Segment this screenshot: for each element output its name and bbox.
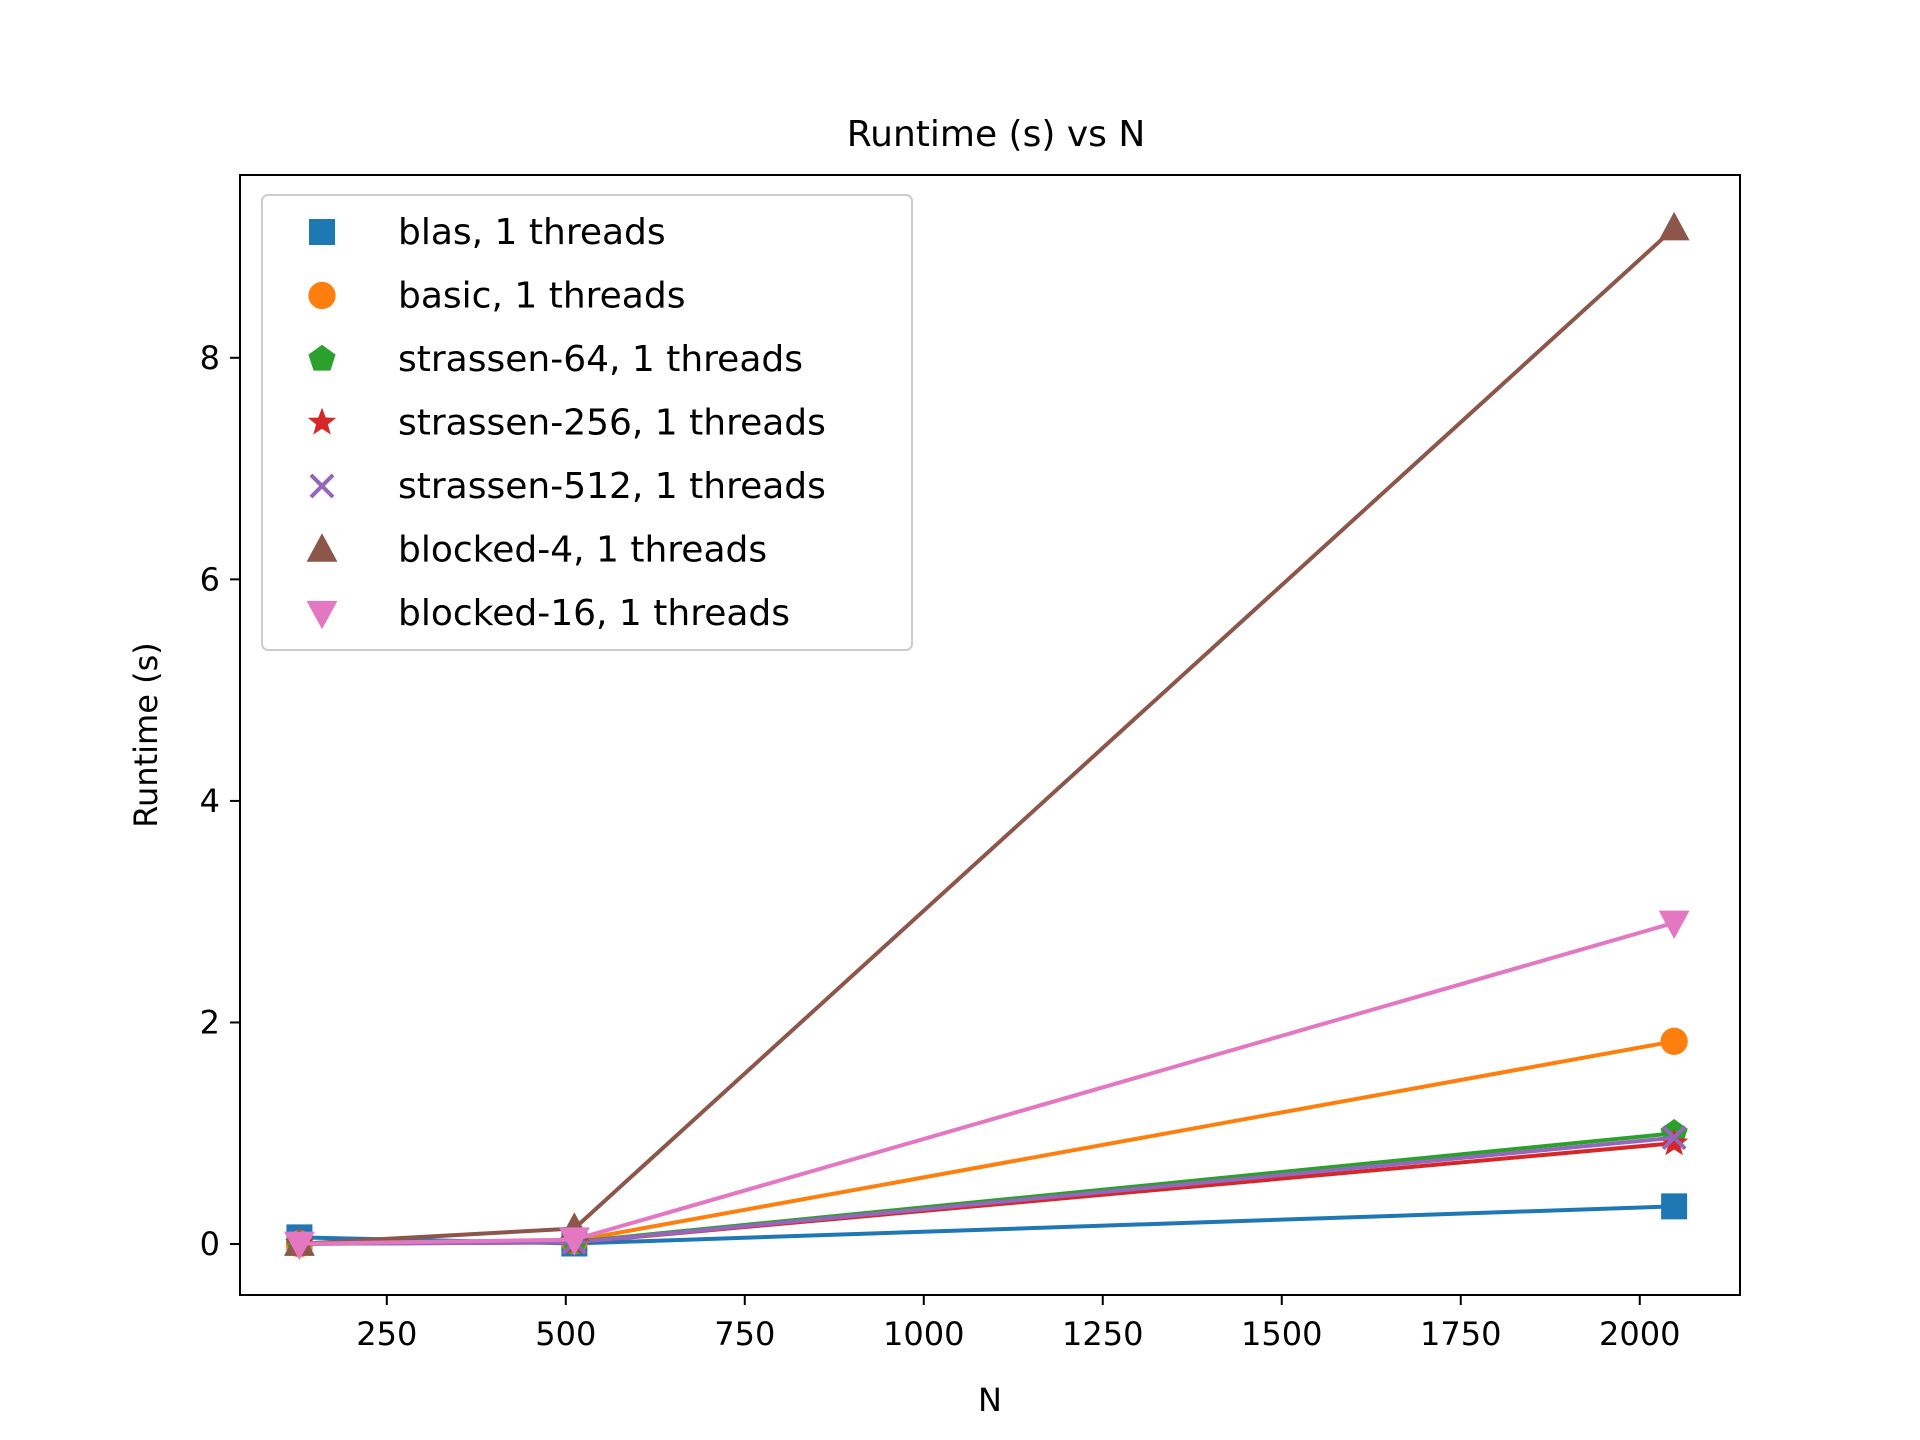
data-point [1659, 1128, 1689, 1156]
y-tick-label: 8 [200, 339, 220, 377]
legend: blas, 1 threads basic, 1 threads strassen-… [261, 194, 913, 651]
plot-frame [239, 174, 1741, 1296]
data-point [1658, 211, 1690, 241]
y-tick-label: 6 [200, 560, 220, 598]
legend-item: strassen-512, 1 threads [309, 466, 826, 507]
chart-title: Runtime (s) vs N [847, 114, 1146, 155]
legend-label: basic, 1 threads [398, 276, 685, 317]
legend-marker [309, 219, 335, 245]
data-point [1658, 910, 1690, 940]
data-point [558, 1227, 590, 1256]
legend-item: strassen-256, 1 threads [307, 403, 826, 444]
legend-item: blocked-16, 1 threads [306, 593, 790, 634]
y-tick-label: 0 [200, 1225, 220, 1263]
legend-label: blocked-16, 1 threads [398, 593, 790, 634]
series-layer [283, 211, 1690, 1261]
y-axis-label: Runtime (s) [127, 642, 165, 827]
legend-item: strassen-64, 1 threads [308, 339, 803, 380]
legend-marker [308, 281, 336, 310]
legend-item: blocked-4, 1 threads [306, 530, 767, 571]
legend-marker [306, 533, 338, 562]
y-tick-label: 4 [200, 782, 220, 820]
legend-label: blocked-4, 1 threads [398, 530, 767, 571]
legend-marker [306, 600, 338, 630]
x-tick-label: 1250 [1062, 1315, 1143, 1353]
x-tick-label: 500 [535, 1315, 596, 1353]
legend-frame [261, 194, 913, 651]
legend-label: blas, 1 threads [398, 212, 666, 253]
data-point [1660, 1027, 1688, 1055]
x-tick-label: 1000 [883, 1315, 964, 1353]
legend-label: strassen-256, 1 threads [398, 403, 826, 444]
y-axis: 0 2 4 6 8 [200, 339, 240, 1263]
x-tick-label: 2000 [1599, 1315, 1680, 1353]
y-tick-label: 2 [200, 1003, 220, 1041]
x-tick-label: 250 [356, 1315, 417, 1353]
x-tick-label: 1500 [1241, 1315, 1322, 1353]
legend-label: strassen-512, 1 threads [398, 466, 826, 507]
data-point [1661, 1125, 1687, 1151]
x-tick-label: 750 [714, 1315, 775, 1353]
data-point [1661, 1193, 1688, 1220]
legend-label: strassen-64, 1 threads [398, 339, 803, 380]
data-point [283, 1231, 315, 1261]
legend-marker [309, 473, 335, 499]
legend-marker [307, 407, 337, 435]
legend-item: basic, 1 threads [308, 276, 685, 317]
x-axis: 250 500 750 1000 1250 1500 1750 2000 [356, 1295, 1680, 1353]
x-axis-label: N [978, 1381, 1002, 1419]
series-blocked-16 [283, 910, 1690, 1261]
x-tick-label: 1750 [1420, 1315, 1501, 1353]
legend-marker [308, 344, 336, 371]
legend-item: blas, 1 threads [309, 212, 666, 253]
